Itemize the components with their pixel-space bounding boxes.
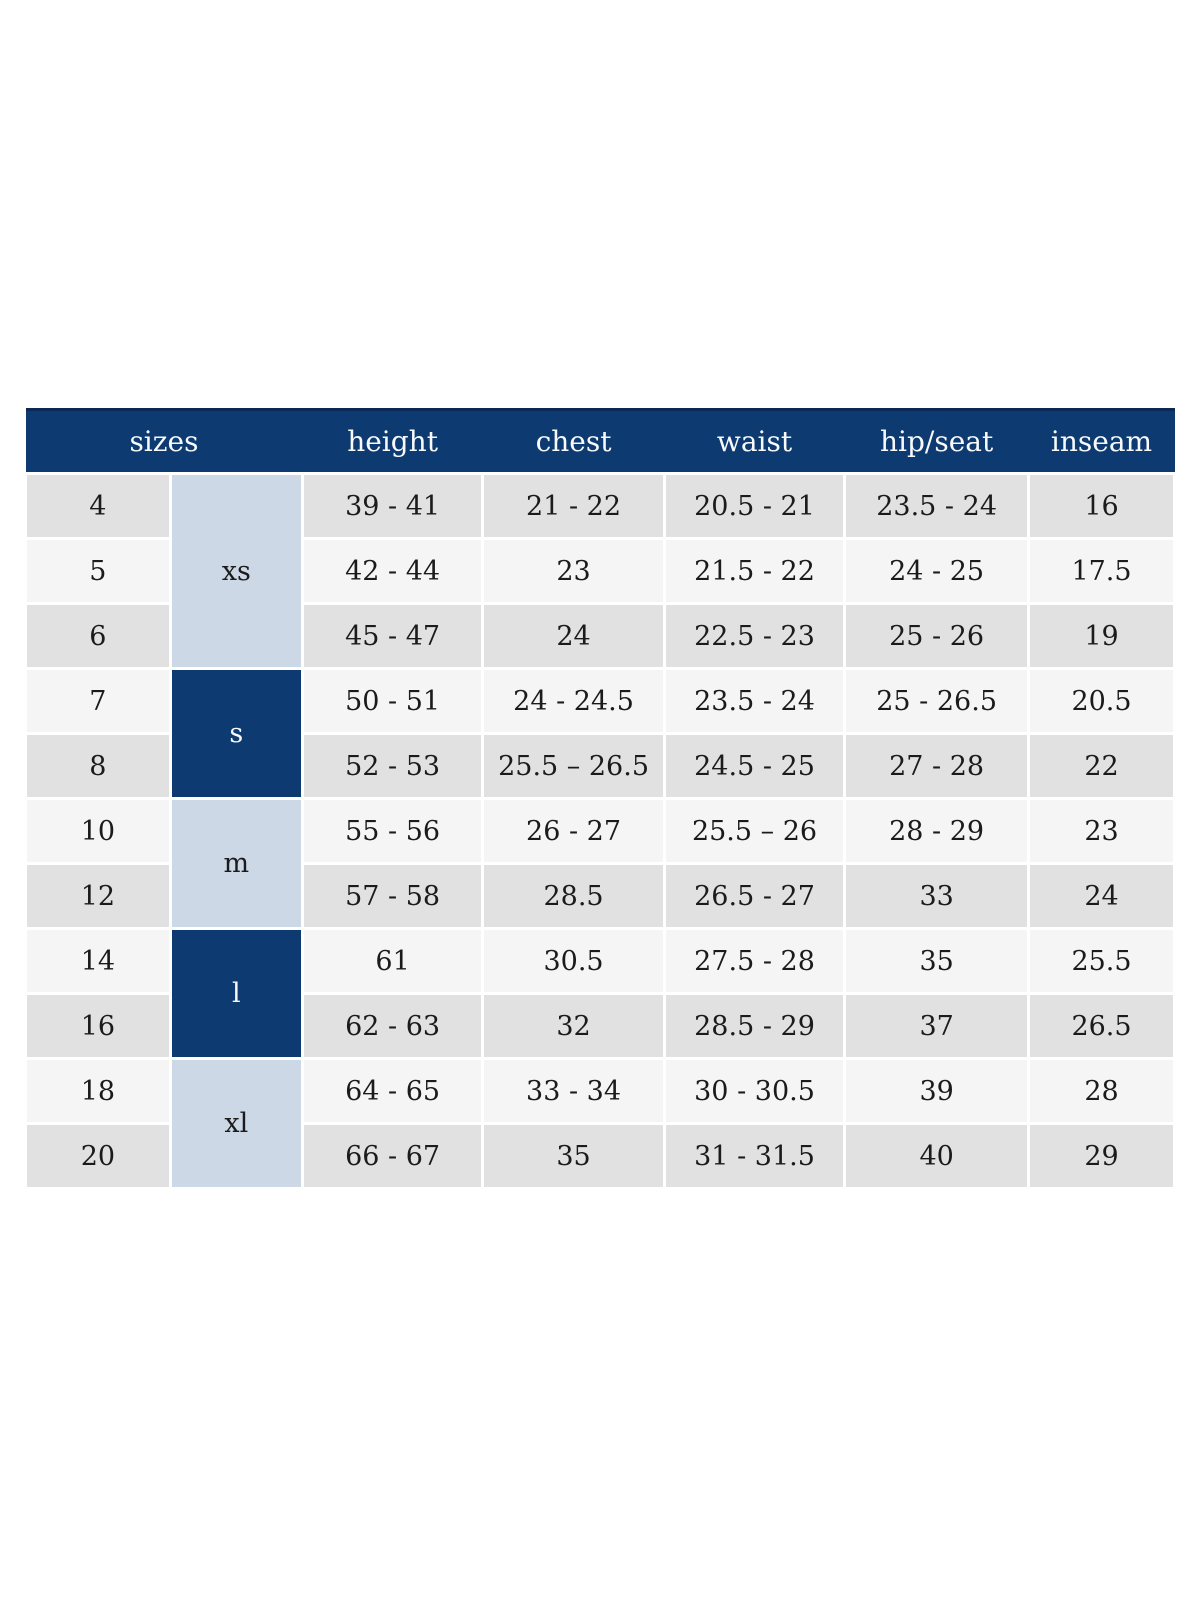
size-cell: 4 [24, 472, 172, 540]
hip-seat-cell: 24 - 25 [843, 537, 1031, 605]
size-cell: 16 [24, 992, 172, 1060]
size-chart-container: sizes height chest waist hip/seat inseam… [24, 408, 1176, 1190]
size-cell: 6 [24, 602, 172, 670]
inseam-cell: 26.5 [1027, 992, 1176, 1060]
group-cell-xl: xl [168, 1057, 304, 1190]
table-row: 14 l 61 30.5 27.5 - 28 35 25.5 [24, 927, 1176, 1060]
table-row: 5 42 - 44 23 21.5 - 22 24 - 25 17.5 [24, 537, 1176, 605]
height-cell: 57 - 58 [300, 862, 485, 930]
hip-seat-cell: 39 [843, 1057, 1031, 1125]
hip-seat-cell: 23.5 - 24 [843, 472, 1031, 540]
height-cell: 42 - 44 [300, 537, 485, 605]
size-chart-table: sizes height chest waist hip/seat inseam… [24, 408, 1176, 1190]
waist-cell: 30 - 30.5 [662, 1057, 847, 1125]
chest-cell: 30.5 [481, 927, 666, 995]
height-cell: 64 - 65 [300, 1057, 485, 1125]
inseam-cell: 17.5 [1027, 537, 1176, 605]
waist-cell: 31 - 31.5 [662, 1122, 847, 1190]
inseam-cell: 16 [1027, 472, 1176, 540]
inseam-cell: 24 [1027, 862, 1176, 930]
column-header-height: height [302, 409, 483, 474]
chest-cell: 21 - 22 [481, 472, 666, 540]
chest-cell: 24 [481, 602, 666, 670]
hip-seat-cell: 27 - 28 [843, 732, 1031, 800]
inseam-cell: 25.5 [1027, 927, 1176, 995]
inseam-cell: 29 [1027, 1122, 1176, 1190]
table-row: 7 s 50 - 51 24 - 24.5 23.5 - 24 25 - 26.… [24, 667, 1176, 800]
waist-cell: 22.5 - 23 [662, 602, 847, 670]
column-header-sizes: sizes [25, 409, 303, 474]
waist-cell: 20.5 - 21 [662, 472, 847, 540]
group-cell-l: l [168, 927, 304, 1060]
chest-cell: 33 - 34 [481, 1057, 666, 1125]
table-row: 10 m 55 - 56 26 - 27 25.5 – 26 28 - 29 2… [24, 797, 1176, 930]
inseam-cell: 20.5 [1027, 667, 1176, 735]
hip-seat-cell: 33 [843, 862, 1031, 930]
chest-cell: 28.5 [481, 862, 666, 930]
column-header-inseam: inseam [1028, 409, 1175, 474]
column-header-chest: chest [482, 409, 665, 474]
size-cell: 18 [24, 1057, 172, 1125]
group-cell-xs: xs [168, 472, 304, 670]
table-row: 8 52 - 53 25.5 – 26.5 24.5 - 25 27 - 28 … [24, 732, 1176, 800]
inseam-cell: 22 [1027, 732, 1176, 800]
inseam-cell: 19 [1027, 602, 1176, 670]
chest-cell: 32 [481, 992, 666, 1060]
waist-cell: 24.5 - 25 [662, 732, 847, 800]
height-cell: 62 - 63 [300, 992, 485, 1060]
height-cell: 61 [300, 927, 485, 995]
table-header: sizes height chest waist hip/seat inseam [25, 409, 1175, 474]
group-cell-m: m [168, 797, 304, 930]
chest-cell: 26 - 27 [481, 797, 666, 865]
inseam-cell: 23 [1027, 797, 1176, 865]
height-cell: 52 - 53 [300, 732, 485, 800]
waist-cell: 27.5 - 28 [662, 927, 847, 995]
hip-seat-cell: 35 [843, 927, 1031, 995]
size-cell: 8 [24, 732, 172, 800]
waist-cell: 25.5 – 26 [662, 797, 847, 865]
height-cell: 66 - 67 [300, 1122, 485, 1190]
group-cell-s: s [168, 667, 304, 800]
size-cell: 12 [24, 862, 172, 930]
chest-cell: 24 - 24.5 [481, 667, 666, 735]
chest-cell: 23 [481, 537, 666, 605]
table-body: 4 xs 39 - 41 21 - 22 20.5 - 21 23.5 - 24… [24, 472, 1176, 1190]
waist-cell: 23.5 - 24 [662, 667, 847, 735]
size-cell: 14 [24, 927, 172, 995]
height-cell: 50 - 51 [300, 667, 485, 735]
table-row: 16 62 - 63 32 28.5 - 29 37 26.5 [24, 992, 1176, 1060]
waist-cell: 26.5 - 27 [662, 862, 847, 930]
table-row: 4 xs 39 - 41 21 - 22 20.5 - 21 23.5 - 24… [24, 472, 1176, 670]
chest-cell: 25.5 – 26.5 [481, 732, 666, 800]
waist-cell: 21.5 - 22 [662, 537, 847, 605]
size-cell: 7 [24, 667, 172, 735]
hip-seat-cell: 25 - 26.5 [843, 667, 1031, 735]
size-cell: 10 [24, 797, 172, 865]
size-cell: 20 [24, 1122, 172, 1190]
table-row: 12 57 - 58 28.5 26.5 - 27 33 24 [24, 862, 1176, 930]
column-header-waist: waist [664, 409, 845, 474]
header-row: sizes height chest waist hip/seat inseam [25, 409, 1175, 474]
hip-seat-cell: 28 - 29 [843, 797, 1031, 865]
hip-seat-cell: 37 [843, 992, 1031, 1060]
height-cell: 55 - 56 [300, 797, 485, 865]
height-cell: 39 - 41 [300, 472, 485, 540]
inseam-cell: 28 [1027, 1057, 1176, 1125]
hip-seat-cell: 40 [843, 1122, 1031, 1190]
table-row: 18 xl 64 - 65 33 - 34 30 - 30.5 39 28 [24, 1057, 1176, 1190]
hip-seat-cell: 25 - 26 [843, 602, 1031, 670]
column-header-hip-seat: hip/seat [844, 409, 1029, 474]
table-row: 6 45 - 47 24 22.5 - 23 25 - 26 19 [24, 602, 1176, 670]
height-cell: 45 - 47 [300, 602, 485, 670]
table-row: 20 66 - 67 35 31 - 31.5 40 29 [24, 1122, 1176, 1190]
chest-cell: 35 [481, 1122, 666, 1190]
waist-cell: 28.5 - 29 [662, 992, 847, 1060]
size-cell: 5 [24, 537, 172, 605]
